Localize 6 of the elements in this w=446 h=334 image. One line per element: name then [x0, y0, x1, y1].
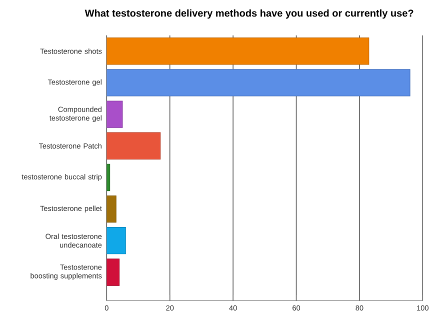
bar	[106, 195, 116, 223]
bar	[106, 258, 120, 286]
bar	[106, 69, 410, 96]
bar	[106, 100, 123, 128]
bar	[106, 38, 370, 65]
chart-title: What testosterone delivery methods have you used or currently use?	[84, 9, 414, 19]
